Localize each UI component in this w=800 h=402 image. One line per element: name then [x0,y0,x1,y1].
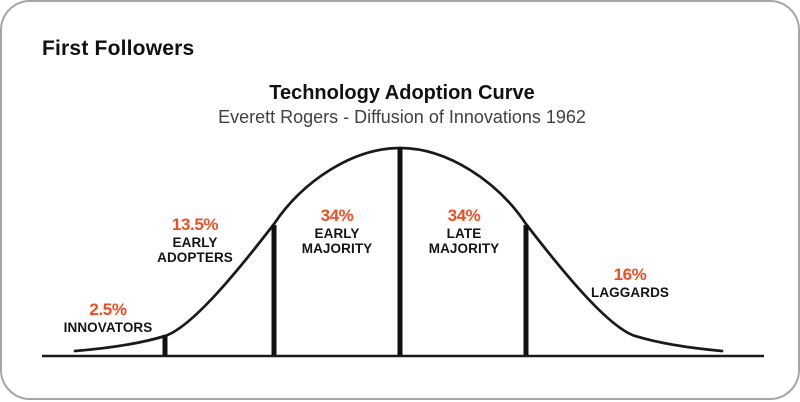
segment-percent: 16% [613,265,647,284]
segment-percent: 2.5% [89,300,127,319]
segment-name: EARLY MAJORITY [301,226,373,256]
segment-percent: 34% [320,206,354,225]
segment-label-laggards: 16% LAGGARDS [591,266,669,301]
segment-percent: 13.5% [171,215,219,234]
segment-name: LAGGARDS [590,285,670,300]
segment-label-late-majority: 34% LATE MAJORITY [429,207,500,256]
chart-title: Technology Adoption Curve [269,82,535,104]
segment-label-innovators: 2.5% INNOVATORS [64,301,153,336]
chart-subtitle: Everett Rogers - Diffusion of Innovation… [218,107,586,127]
segment-label-early-adopters: 13.5% EARLY ADOPTERS [157,216,233,265]
segment-percent: 34% [447,206,481,225]
segment-name: INNOVATORS [63,320,153,335]
page-title: First Followers [42,37,195,60]
segment-name: EARLY ADOPTERS [157,235,233,265]
segment-label-early-majority: 34% EARLY MAJORITY [302,207,373,256]
segment-name: LATE MAJORITY [428,226,500,256]
